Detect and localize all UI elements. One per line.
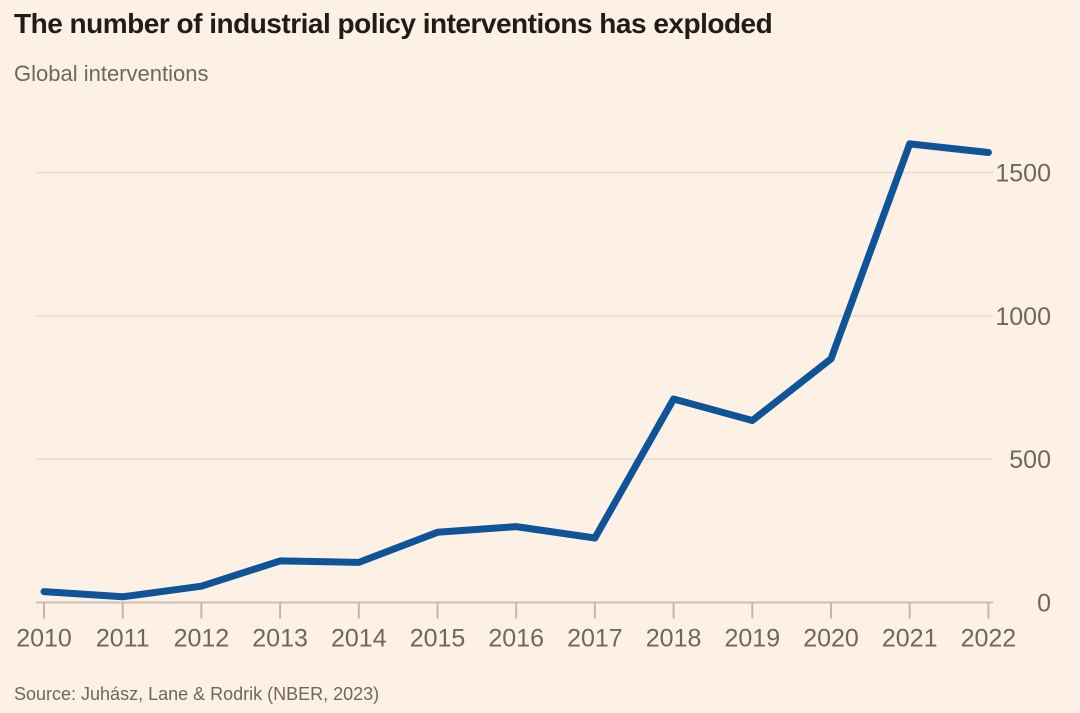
x-axis-label: 2014: [331, 625, 387, 653]
x-axis-label: 2010: [16, 625, 72, 653]
y-axis-label: 1500: [995, 160, 1051, 188]
x-axis-label: 2018: [646, 625, 702, 653]
chart-subtitle: Global interventions: [14, 61, 209, 86]
x-axis-label: 2016: [488, 625, 544, 653]
x-axis-label: 2020: [803, 625, 859, 653]
x-axis-label: 2012: [174, 625, 230, 653]
x-axis-label: 2021: [882, 625, 938, 653]
x-axis-label: 2013: [252, 625, 308, 653]
x-axis-label: 2011: [96, 625, 150, 653]
source-note: Source: Juhász, Lane & Rodrik (NBER, 202…: [14, 684, 380, 704]
y-axis-label: 1000: [995, 303, 1051, 331]
x-axis-label: 2017: [567, 625, 623, 653]
chart-title: The number of industrial policy interven…: [14, 8, 773, 39]
y-axis-label: 500: [1009, 446, 1051, 474]
x-axis-label: 2019: [724, 625, 780, 653]
x-axis-label: 2022: [961, 625, 1017, 653]
data-line-global-interventions: [40, 140, 992, 601]
y-axis-label: 0: [1037, 590, 1051, 618]
x-axis-label: 2015: [410, 625, 466, 653]
